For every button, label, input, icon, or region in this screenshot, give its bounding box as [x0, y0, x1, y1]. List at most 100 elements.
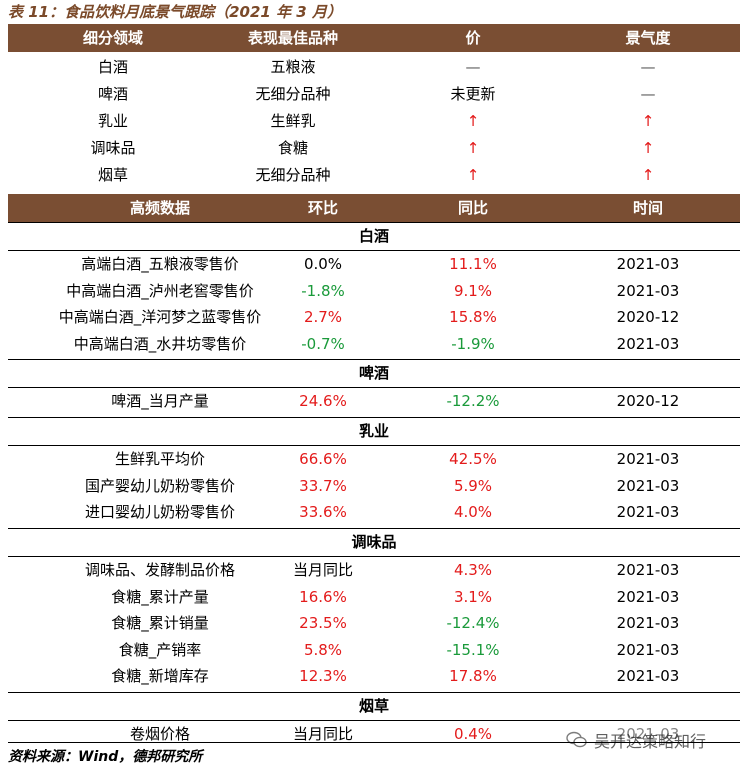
- best-variety-cell: 无细分品种: [255, 166, 331, 184]
- mom-cell: 33.7%: [299, 476, 347, 495]
- date-cell: 2020-12: [616, 392, 680, 410]
- yoy-cell: 5.9%: [453, 476, 493, 495]
- mom-cell: 当月同比: [292, 561, 353, 579]
- metric-name-cell: 食糖_累计产量: [111, 587, 209, 606]
- mom-cell: 当月同比: [292, 725, 353, 743]
- up-arrow-icon: ↑: [466, 112, 480, 130]
- mom-cell: 33.6%: [299, 503, 347, 522]
- table-row: 啤酒 无细分品种 未更新 —: [8, 81, 740, 108]
- metric-name-cell: 国产婴幼儿奶粉零售价: [84, 476, 235, 495]
- section-label: 白酒: [358, 227, 389, 245]
- wechat-icon: [566, 731, 588, 749]
- metric-name-cell: 食糖_产销率: [118, 640, 202, 659]
- table-row: 食糖_产销率 5.8% -15.1% 2021-03: [8, 637, 740, 664]
- yoy-cell: 9.1%: [453, 281, 493, 300]
- date-cell: 2021-03: [616, 281, 680, 300]
- table-row: 中高端白酒_水井坊零售价 -0.7% -1.9% 2021-03: [8, 331, 740, 358]
- date-cell: 2021-03: [616, 587, 680, 606]
- watermark-text: 吴开达策略知行: [594, 732, 707, 751]
- mom-cell: 2.7%: [303, 308, 343, 327]
- prosperity-cell: —: [640, 85, 656, 103]
- metric-name-cell: 中高端白酒_泸州老窖零售价: [66, 281, 254, 300]
- section-divider: [8, 417, 740, 418]
- table-row: 中高端白酒_洋河梦之蓝零售价 2.7% 15.8% 2020-12: [8, 304, 740, 331]
- yoy-cell: 0.4%: [453, 725, 493, 743]
- section-divider: [8, 556, 740, 557]
- section-divider: [8, 359, 740, 360]
- section-label: 调味品: [351, 533, 397, 551]
- section-divider: [8, 528, 740, 529]
- mom-cell: 23.5%: [299, 614, 347, 633]
- table-title: 表 11：食品饮料月底景气跟踪（2021 年 3 月）: [8, 3, 342, 21]
- mom-cell: 16.6%: [299, 587, 347, 606]
- source-note: 资料来源：Wind，德邦研究所: [8, 749, 203, 765]
- up-arrow-icon: ↑: [641, 166, 655, 184]
- metric-name-cell: 卷烟价格: [129, 725, 190, 743]
- mom-cell: 24.6%: [299, 392, 347, 410]
- yoy-cell: -1.9%: [451, 334, 495, 353]
- date-cell: 2021-03: [616, 450, 680, 468]
- table-row: 生鲜乳平均价 66.6% 42.5% 2021-03: [8, 446, 740, 473]
- date-cell: 2021-03: [616, 640, 680, 659]
- price-cell: —: [465, 58, 481, 76]
- best-variety-cell: 无细分品种: [255, 85, 331, 103]
- metric-name-cell: 食糖_累计销量: [111, 614, 209, 633]
- section-divider: [8, 250, 740, 251]
- yoy-cell: 3.1%: [453, 587, 493, 606]
- date-cell: 2020-12: [616, 308, 680, 327]
- metric-header: 高频数据: [129, 199, 190, 217]
- section-label: 乳业: [358, 422, 389, 440]
- mom-header: 环比: [307, 199, 338, 217]
- metric-name-cell: 调味品、发酵制品价格: [84, 561, 235, 579]
- watermark: 吴开达策略知行: [566, 728, 707, 752]
- table-row: 国产婴幼儿奶粉零售价 33.7% 5.9% 2021-03: [8, 473, 740, 500]
- high-frequency-header-row: 高频数据 环比 同比 时间: [8, 194, 740, 222]
- yoy-cell: 42.5%: [449, 450, 497, 468]
- date-cell: 2021-03: [616, 614, 680, 633]
- metric-name-cell: 生鲜乳平均价: [114, 450, 205, 468]
- prosperity-cell: —: [640, 58, 656, 76]
- metric-name-cell: 食糖_新增库存: [111, 667, 209, 686]
- section-label: 啤酒: [358, 364, 389, 382]
- segment-header: 细分领域: [82, 29, 143, 47]
- mom-cell: 0.0%: [303, 255, 343, 273]
- table-row: 调味品 食糖 ↑ ↑: [8, 135, 740, 162]
- yoy-cell: 11.1%: [449, 255, 497, 273]
- metric-name-cell: 中高端白酒_洋河梦之蓝零售价: [58, 308, 262, 327]
- metric-name-cell: 啤酒_当月产量: [111, 392, 209, 410]
- price-cell: 未更新: [450, 85, 496, 103]
- section-divider: [8, 720, 740, 721]
- table-row: 高端白酒_五粮液零售价 0.0% 11.1% 2021-03: [8, 251, 740, 278]
- yoy-cell: -12.2%: [446, 392, 500, 410]
- section-title: 白酒: [8, 223, 740, 250]
- date-header: 时间: [632, 199, 663, 217]
- metric-name-cell: 中高端白酒_水井坊零售价: [73, 334, 247, 353]
- yoy-cell: 15.8%: [449, 308, 497, 327]
- price-header: 价: [465, 29, 481, 47]
- up-arrow-icon: ↑: [466, 166, 480, 184]
- table-row: 中高端白酒_泸州老窖零售价 -1.8% 9.1% 2021-03: [8, 278, 740, 305]
- up-arrow-icon: ↑: [641, 139, 655, 157]
- up-arrow-icon: ↑: [466, 139, 480, 157]
- mom-cell: 66.6%: [299, 450, 347, 468]
- yoy-cell: 17.8%: [449, 667, 497, 686]
- section-divider: [8, 387, 740, 388]
- date-cell: 2021-03: [616, 334, 680, 353]
- section-title: 啤酒: [8, 360, 740, 387]
- date-cell: 2021-03: [616, 503, 680, 522]
- table-row: 进口婴幼儿奶粉零售价 33.6% 4.0% 2021-03: [8, 499, 740, 526]
- section-divider: [8, 692, 740, 693]
- metric-name-cell: 进口婴幼儿奶粉零售价: [84, 503, 235, 522]
- metric-name-cell: 高端白酒_五粮液零售价: [81, 255, 239, 273]
- section-title: 调味品: [8, 529, 740, 556]
- table-row: 乳业 生鲜乳 ↑ ↑: [8, 108, 740, 135]
- segment-cell: 白酒: [97, 58, 128, 76]
- yoy-cell: -12.4%: [446, 614, 500, 633]
- date-cell: 2021-03: [616, 255, 680, 273]
- segment-cell: 烟草: [97, 166, 128, 184]
- best-variety-cell: 生鲜乳: [270, 112, 316, 130]
- segment-cell: 乳业: [97, 112, 128, 130]
- table-row: 食糖_累计产量 16.6% 3.1% 2021-03: [8, 584, 740, 611]
- mom-cell: 12.3%: [299, 667, 347, 686]
- table-bottom-border: [8, 742, 740, 743]
